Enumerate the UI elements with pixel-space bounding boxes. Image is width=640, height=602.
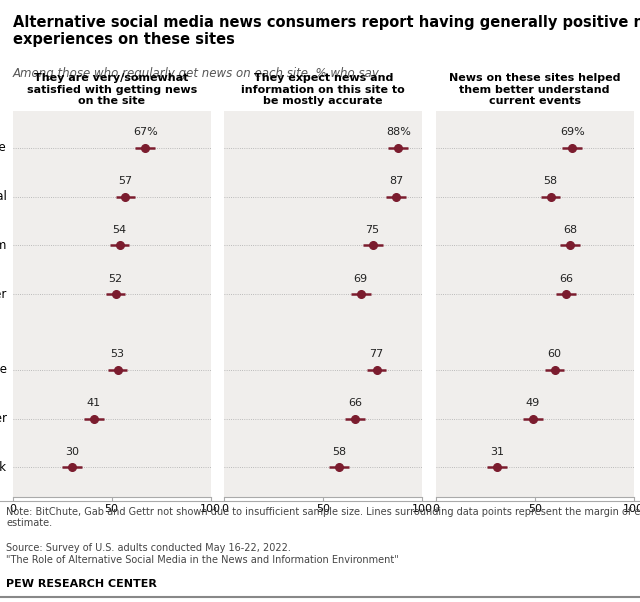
Text: 49: 49	[525, 398, 540, 408]
Text: 52: 52	[109, 273, 123, 284]
Text: 54: 54	[113, 225, 127, 235]
Title: News on these sites helped
them better understand
current events: News on these sites helped them better u…	[449, 73, 621, 107]
Title: They are very/somewhat
satisfied with getting news
on the site: They are very/somewhat satisfied with ge…	[26, 73, 196, 107]
Text: 41: 41	[87, 398, 101, 408]
Text: 87: 87	[389, 176, 403, 186]
Text: Truth Social: Truth Social	[0, 190, 7, 203]
Text: YouTube: YouTube	[0, 364, 7, 376]
Text: Among those who regularly get news on each site, % who say ...: Among those who regularly get news on ea…	[13, 67, 395, 81]
Text: PEW RESEARCH CENTER: PEW RESEARCH CENTER	[6, 579, 157, 589]
Text: 75: 75	[365, 225, 380, 235]
Text: 66: 66	[559, 273, 573, 284]
Text: Telegram: Telegram	[0, 239, 7, 252]
Text: 58: 58	[543, 176, 557, 186]
Text: 68: 68	[563, 225, 577, 235]
Text: 60: 60	[547, 349, 561, 359]
Text: 77: 77	[369, 349, 384, 359]
Title: They expect news and
information on this site to
be mostly accurate: They expect news and information on this…	[241, 73, 405, 107]
Text: 88%: 88%	[386, 127, 411, 137]
Text: 57: 57	[118, 176, 132, 186]
Text: 66: 66	[348, 398, 362, 408]
Text: 30: 30	[65, 447, 79, 457]
Text: Alternative social media news consumers report having generally positive news
ex: Alternative social media news consumers …	[13, 15, 640, 48]
Text: 67%: 67%	[133, 127, 157, 137]
Text: 69%: 69%	[560, 127, 585, 137]
Text: 58: 58	[332, 447, 346, 457]
Text: Facebook: Facebook	[0, 461, 7, 474]
Text: Note: BitChute, Gab and Gettr not shown due to insufficient sample size. Lines s: Note: BitChute, Gab and Gettr not shown …	[6, 507, 640, 529]
Text: Source: Survey of U.S. adults conducted May 16-22, 2022.
"The Role of Alternativ: Source: Survey of U.S. adults conducted …	[6, 543, 399, 565]
Text: 53: 53	[111, 349, 125, 359]
Text: 69: 69	[354, 273, 368, 284]
Text: 31: 31	[490, 447, 504, 457]
Text: Parler: Parler	[0, 288, 7, 301]
Text: Twitter: Twitter	[0, 412, 7, 425]
Text: Rumble: Rumble	[0, 141, 7, 155]
